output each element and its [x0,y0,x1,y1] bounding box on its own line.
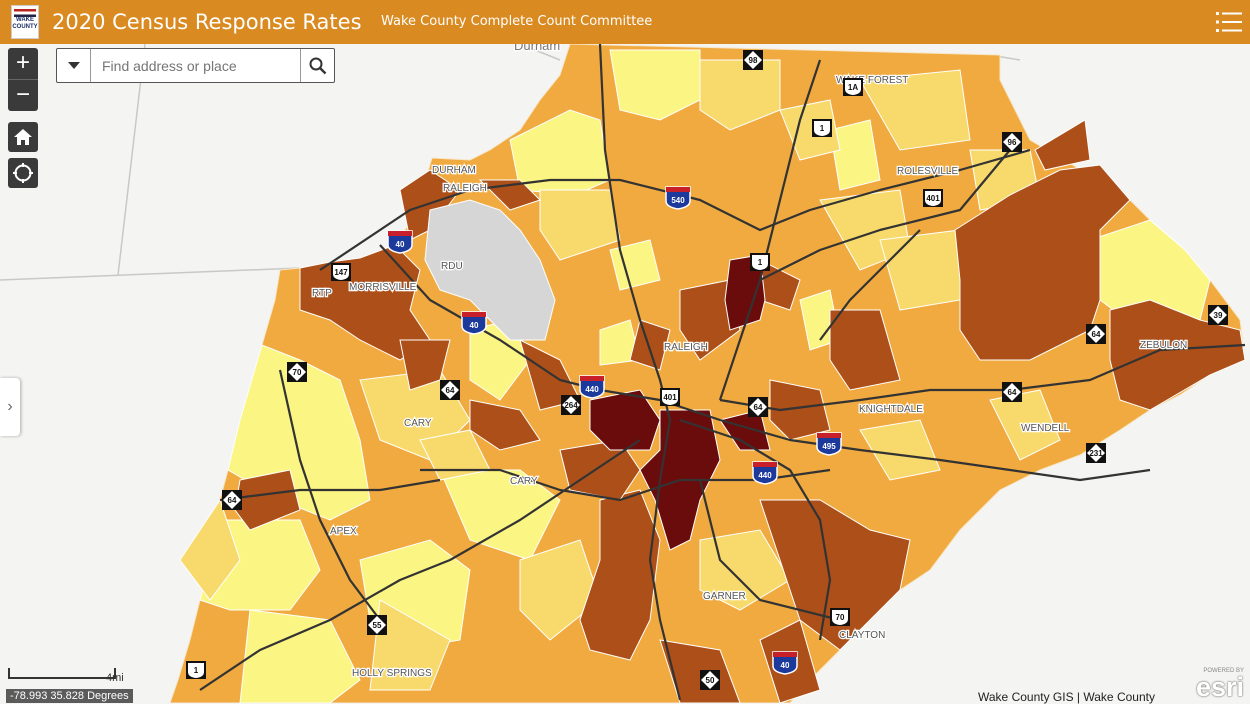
route-shield-label: 231 [1089,449,1103,458]
route-shield: 1 [750,253,770,271]
side-panel-toggle[interactable]: › [0,378,20,436]
search-widget [56,48,335,83]
route-shield: 147 [331,263,351,281]
route-shield: 64 [222,490,242,510]
zoom-out-button[interactable]: − [15,81,30,108]
route-shield-label: 440 [585,385,599,394]
route-shield: 440 [752,461,778,485]
place-label-clayton: CLAYTON [839,630,885,641]
route-shield: 39 [1208,305,1228,325]
route-shield-label: 147 [334,268,348,277]
place-label-holly-springs: HOLLY SPRINGS [352,668,432,679]
route-shield-label: 1 [194,666,199,675]
search-source-dropdown[interactable] [57,49,91,82]
place-label-durham: DURHAM [432,165,476,176]
locate-icon [13,163,33,183]
place-label-rolesville: ROLESVILLE [897,166,958,177]
route-shield: 1A [843,78,863,96]
place-label-rtp: RTP [312,288,332,299]
home-icon [14,129,32,145]
route-shield: 64 [440,380,460,400]
place-label-raleigh-nw: RALEIGH [443,183,487,194]
route-shield-label: 64 [228,496,237,505]
route-shield: 50 [700,670,720,690]
route-shield: 55 [367,615,387,635]
route-shield-label: 39 [1214,311,1223,320]
route-shield-label: 98 [749,56,758,65]
route-shield: 98 [743,50,763,70]
route-shield: 401 [923,189,943,207]
zoom-in-button[interactable]: + [15,49,30,76]
route-shield-label: 64 [446,386,455,395]
app-subtitle: Wake County Complete Count Committee [381,14,653,29]
route-shield-label: 401 [926,194,940,203]
route-shield-label: 495 [822,442,836,451]
route-shield: 401 [660,388,680,406]
route-shield-label: 1A [848,83,858,92]
route-shield: 40 [387,230,413,254]
route-shield: 64 [748,397,768,417]
route-shield: 495 [816,432,842,456]
county-logo: WAKE COUNTY [11,5,39,39]
route-shield: 40 [461,311,487,335]
search-button[interactable] [300,49,334,82]
locate-button[interactable] [8,158,38,188]
route-shield-label: 70 [293,368,302,377]
route-shield: 70 [830,608,850,626]
route-shield-label: 40 [396,240,405,249]
place-label-wendell: WENDELL [1021,423,1070,434]
place-label-raleigh: RALEIGH [664,342,708,353]
route-shield: 231 [1086,443,1106,463]
zoom-control: + − [8,48,38,111]
route-shield: 96 [1002,132,1022,152]
route-shield-label: 70 [836,613,845,622]
route-shield-label: 440 [758,471,772,480]
route-shield-label: 401 [663,393,677,402]
route-shield-label: 55 [373,621,382,630]
route-shield-label: 40 [470,321,479,330]
legend-list-icon[interactable] [1216,9,1242,35]
app-title: 2020 Census Response Rates [52,10,362,34]
route-shield: 440 [579,375,605,399]
place-label-garner: GARNER [703,591,746,602]
place-label-rdu: RDU [441,261,463,272]
route-shield: 1 [186,661,206,679]
search-icon [309,57,326,74]
route-shield-label: 96 [1008,138,1017,147]
route-shield-label: 64 [1008,388,1017,397]
route-shield: 264 [561,395,581,415]
route-shield-label: 40 [781,661,790,670]
place-label-zebulon: ZEBULON [1140,340,1187,351]
route-shield-label: 264 [564,401,578,410]
route-shield-label: 1 [820,124,825,133]
place-label-cary: CARY [404,418,432,429]
scale-label: 4mi [106,672,124,684]
place-label-morrisville: MORRISVILLE [349,282,417,293]
place-label-durham-top: Durham [514,44,560,53]
place-label-cary-south: CARY [510,476,538,487]
route-shield: 64 [1002,382,1022,402]
route-shield-label: 1 [758,258,763,267]
app-header: WAKE COUNTY 2020 Census Response Rates W… [0,0,1250,44]
route-shield: 70 [287,362,307,382]
place-label-knightdale: KNIGHTDALE [859,404,923,415]
scale-bar [8,668,116,679]
route-shield: 40 [772,651,798,675]
attribution: Wake County GIS | Wake County [978,690,1155,704]
route-shield: 1 [812,119,832,137]
home-button[interactable] [8,122,38,152]
census-map[interactable]: Durham DURHAM RALEIGH RDU RTP MORRISVILL… [0,44,1250,703]
route-shield-label: 50 [706,676,715,685]
route-shield-label: 540 [671,196,685,205]
route-shield: 64 [1086,324,1106,344]
search-input[interactable] [91,49,300,82]
route-shield: 540 [665,186,691,210]
route-shield-label: 64 [1092,330,1101,339]
esri-logo: POWERED BY esri [1195,668,1244,702]
coordinate-readout: -78.993 35.828 Degrees [6,689,133,703]
place-label-apex: APEX [330,526,357,537]
route-shield-label: 64 [754,403,763,412]
caret-down-icon [67,61,80,69]
